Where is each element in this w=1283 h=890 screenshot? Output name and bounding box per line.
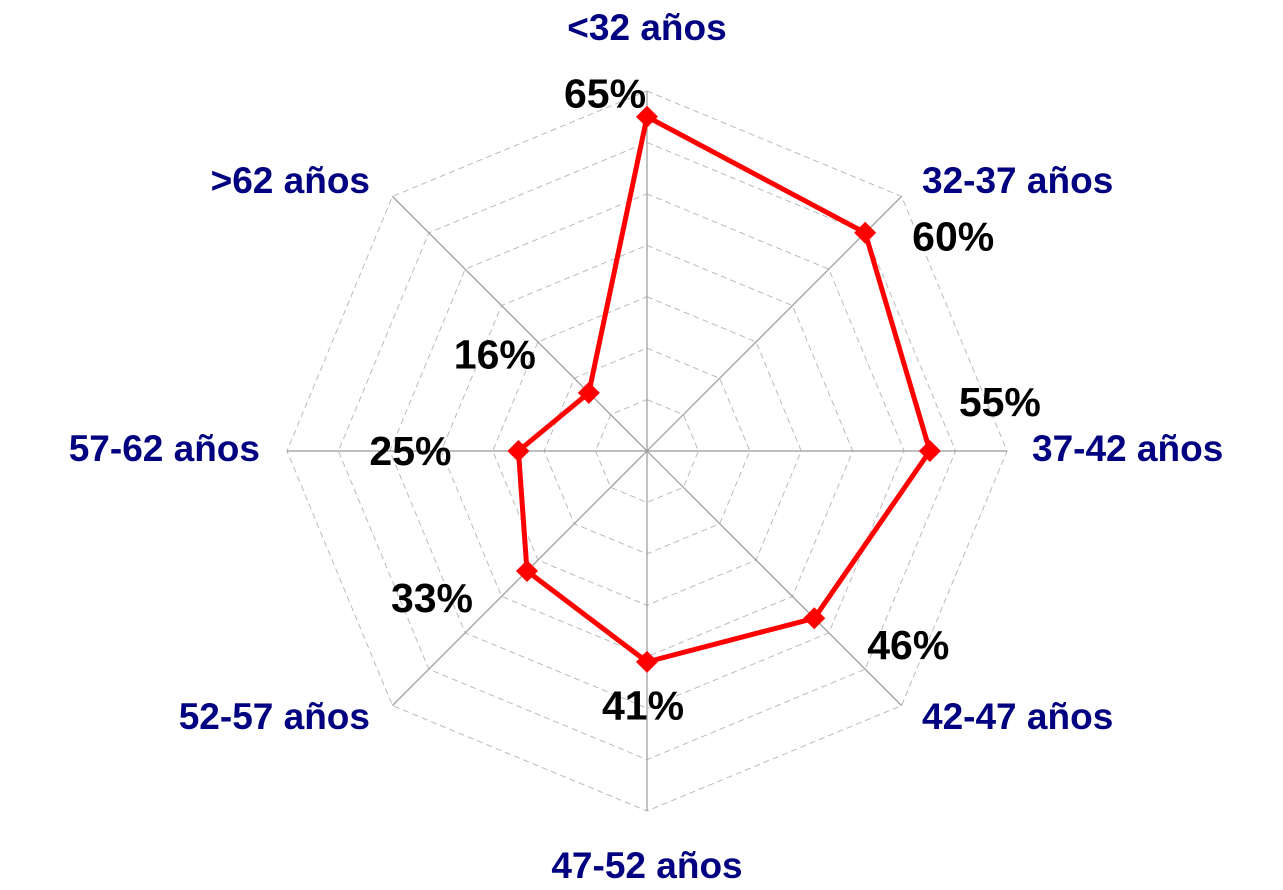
category-label: <32 años [567, 7, 726, 48]
category-label: 32-37 años [922, 160, 1113, 201]
marker [803, 607, 826, 630]
axis-line [392, 196, 648, 452]
grid-ring [389, 193, 905, 709]
marker [918, 440, 941, 462]
value-label: 33% [391, 575, 473, 621]
axis-line [646, 196, 902, 452]
axis-line [646, 450, 902, 706]
value-label: 16% [454, 332, 536, 378]
axis-line [392, 450, 648, 706]
marker [577, 381, 600, 404]
marker [515, 560, 538, 583]
value-label: 25% [369, 428, 451, 474]
category-label: >62 años [211, 160, 370, 201]
category-label: 42-47 años [922, 696, 1113, 737]
category-label: 47-52 años [551, 845, 742, 886]
value-label: 46% [867, 622, 949, 668]
marker [854, 221, 877, 244]
marker [636, 105, 658, 128]
value-label: 60% [912, 214, 994, 260]
marker [507, 440, 530, 462]
grid-ring [595, 399, 699, 503]
value-label: 65% [564, 71, 646, 117]
value-label: 55% [959, 379, 1041, 425]
category-label: 52-57 años [179, 696, 370, 737]
category-label: 57-62 años [69, 428, 260, 469]
value-label: 41% [602, 683, 684, 729]
category-label: 37-42 años [1032, 428, 1223, 469]
marker [636, 650, 658, 673]
